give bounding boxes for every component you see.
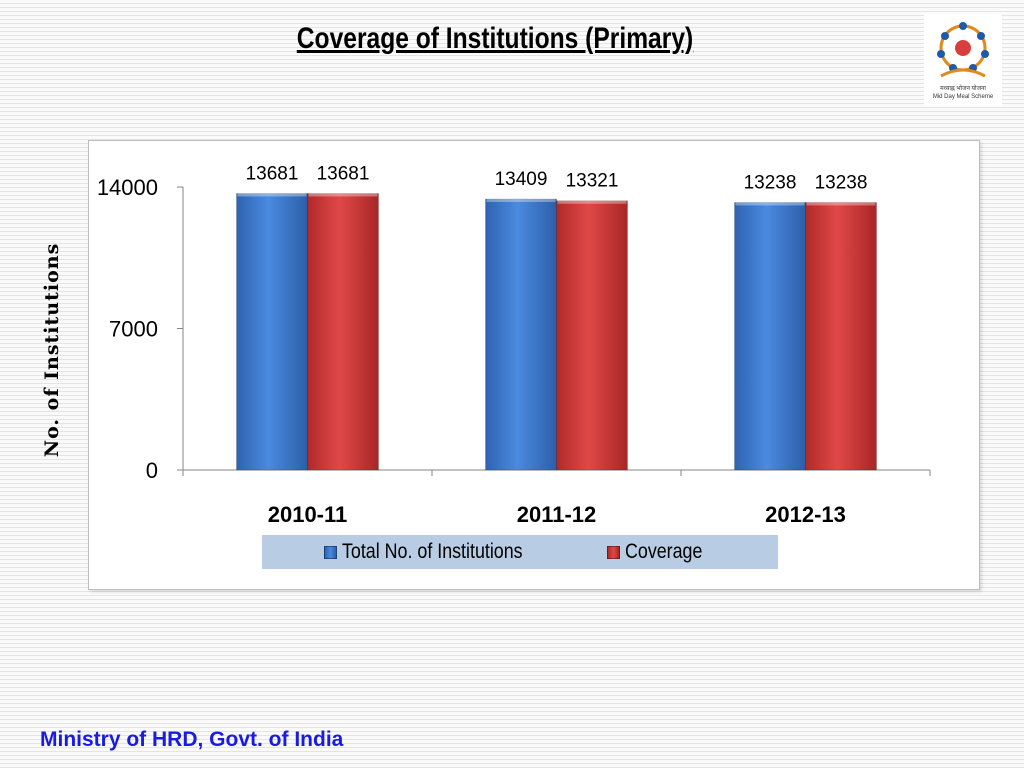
y-tick-label: 14000 bbox=[97, 175, 158, 200]
data-label: 13238 bbox=[815, 172, 868, 193]
bar-highlight bbox=[237, 192, 307, 197]
legend-swatch-coverage bbox=[606, 545, 620, 559]
legend-item-coverage: Coverage bbox=[606, 540, 716, 564]
legend-label-total: Total No. of Institutions bbox=[342, 540, 523, 563]
x-tick-label: 2012-13 bbox=[765, 502, 846, 527]
footer-text: Ministry of HRD, Govt. of India bbox=[40, 728, 344, 751]
bar-coverage bbox=[556, 200, 628, 471]
bar-highlight bbox=[735, 201, 805, 206]
chart-legend: Total No. of Institutions Coverage bbox=[262, 535, 778, 569]
x-tick-label: 2010-11 bbox=[268, 502, 348, 527]
y-tick-label: 7000 bbox=[109, 317, 158, 342]
legend-label-coverage: Coverage bbox=[624, 540, 703, 563]
data-label: 13321 bbox=[566, 171, 619, 192]
mid-day-meal-logo: मध्याह्न भोजन योजना Mid Day Meal Scheme bbox=[924, 14, 1002, 106]
bar-total bbox=[734, 202, 806, 471]
x-tick-label: 2011-12 bbox=[517, 502, 597, 527]
bar-highlight bbox=[486, 197, 556, 202]
bar-highlight bbox=[557, 199, 627, 204]
legend-item-total: Total No. of Institutions bbox=[324, 540, 554, 564]
logo-emblem-icon bbox=[937, 22, 989, 78]
logo-text-english: Mid Day Meal Scheme bbox=[932, 94, 994, 100]
y-tick-label: 0 bbox=[146, 458, 158, 483]
bar-highlight bbox=[806, 201, 876, 206]
data-label: 13681 bbox=[246, 163, 299, 184]
slide-title: Coverage of Institutions (Primary) bbox=[296, 22, 694, 55]
bar-highlight bbox=[308, 192, 378, 197]
legend-swatch-total bbox=[324, 545, 338, 559]
bar-coverage bbox=[805, 202, 877, 471]
data-label: 13238 bbox=[744, 172, 797, 193]
data-label: 13681 bbox=[317, 163, 370, 184]
logo-text-hindi: मध्याह्न भोजन योजना bbox=[940, 86, 986, 92]
data-label: 13409 bbox=[495, 169, 548, 190]
bar-total bbox=[236, 193, 308, 471]
bar-total bbox=[485, 198, 557, 471]
bar-coverage bbox=[307, 193, 379, 471]
